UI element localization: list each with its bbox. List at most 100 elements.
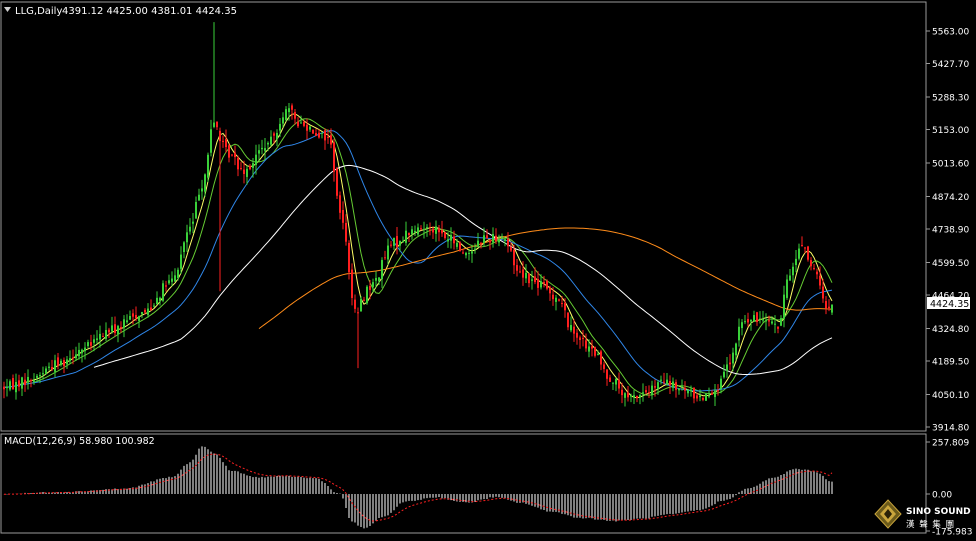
- candle-body: [90, 342, 92, 346]
- candle-body: [225, 138, 227, 148]
- candle-body: [210, 129, 212, 153]
- candle-body: [486, 235, 488, 239]
- candle-body: [786, 279, 788, 298]
- candle-body: [546, 280, 548, 289]
- candle-body: [234, 152, 236, 158]
- candle-body: [111, 325, 113, 332]
- candle-body: [324, 130, 326, 141]
- candle-body: [99, 333, 101, 340]
- price-tick-label: 4738.90: [932, 226, 969, 236]
- candle-body: [180, 254, 182, 269]
- candle-body: [741, 322, 743, 329]
- price-tick-label: 4599.50: [932, 259, 969, 269]
- candle-body: [585, 340, 587, 349]
- candle-body: [507, 238, 509, 247]
- candle-body: [303, 121, 305, 126]
- candle-body: [174, 275, 176, 282]
- candle-body: [783, 294, 785, 319]
- candle-body: [561, 303, 563, 305]
- candle-body: [375, 277, 377, 281]
- candle-body: [12, 378, 14, 390]
- candle-body: [78, 349, 80, 357]
- candle-body: [264, 148, 266, 151]
- candle-body: [774, 323, 776, 325]
- candle-body: [27, 376, 29, 383]
- candle-body: [777, 326, 779, 329]
- candle-body: [360, 298, 362, 312]
- candle-body: [597, 353, 599, 355]
- candle-body: [348, 242, 350, 273]
- dropdown-triangle-icon[interactable]: [4, 7, 11, 12]
- candle-body: [810, 260, 812, 267]
- candle-body: [693, 388, 695, 399]
- macd-signal-line: [4, 453, 833, 522]
- candle-body: [327, 136, 329, 138]
- candle-body: [414, 230, 416, 233]
- candle-body: [549, 287, 551, 294]
- candle-body: [681, 385, 683, 387]
- price-axis: 5563.00 5427.70 5288.30 5153.00 5013.60 4874.…: [926, 28, 969, 434]
- candle-body: [678, 388, 680, 391]
- symbol-label: LLG,Daily: [15, 6, 62, 17]
- candle-body: [456, 242, 458, 247]
- candle-body: [417, 227, 419, 235]
- candle-body: [534, 276, 536, 283]
- candle-body: [162, 283, 164, 301]
- candle-body: [297, 121, 299, 127]
- candle-body: [378, 277, 380, 282]
- candle-body: [525, 272, 527, 279]
- price-tick-label: 3914.80: [932, 424, 969, 434]
- candle-body: [156, 297, 158, 305]
- candle-body: [696, 395, 698, 399]
- candle-body: [606, 369, 608, 379]
- candle-body: [342, 209, 344, 223]
- candle-body: [132, 313, 134, 317]
- candle-body: [591, 346, 593, 349]
- candle-body: [261, 147, 263, 150]
- price-tick-label: 5427.70: [932, 60, 969, 70]
- candle-body: [672, 381, 674, 388]
- candle-body: [759, 318, 761, 320]
- candle-body: [612, 382, 614, 384]
- candle-body: [813, 268, 815, 270]
- candle-body: [81, 349, 83, 354]
- price-tick-label: 5013.60: [932, 160, 969, 170]
- price-tick-label: 5288.30: [932, 94, 969, 104]
- price-tick-label: 5563.00: [932, 28, 969, 38]
- candle-body: [291, 105, 293, 110]
- candle-body: [756, 312, 758, 323]
- candle-body: [309, 126, 311, 130]
- sinosound-logo: SINO SOUND 漢 聲 集 團: [874, 499, 971, 530]
- candle-body: [432, 228, 434, 233]
- candle-body: [48, 366, 50, 368]
- candle-body: [333, 142, 335, 172]
- candle-body: [729, 362, 731, 365]
- candle-body: [108, 329, 110, 333]
- candle-body: [3, 386, 5, 390]
- candle-body: [330, 135, 332, 145]
- candle-body: [381, 260, 383, 280]
- macd-tick-label: -175.983: [932, 528, 972, 538]
- candle-body: [735, 343, 737, 356]
- candle-body: [705, 393, 707, 401]
- candle-body: [555, 297, 557, 302]
- macd-histogram: [3, 446, 833, 529]
- candle-body: [36, 375, 38, 378]
- macd-label: MACD(12,26,9) 58.980 100.982: [4, 436, 155, 447]
- candle-body: [504, 239, 506, 241]
- ohlc-values: 4391.12 4425.00 4381.01 4424.35: [62, 6, 237, 17]
- candle-body: [648, 392, 650, 394]
- candle-body: [63, 360, 65, 367]
- candle-body: [462, 252, 464, 254]
- ma-long-line: [258, 227, 833, 330]
- candle-body: [621, 389, 623, 396]
- candle-body: [105, 330, 107, 339]
- candle-body: [315, 133, 317, 136]
- candle-body: [666, 379, 668, 385]
- price-tick-label: 4874.20: [932, 193, 969, 203]
- candle-body: [126, 320, 128, 323]
- candle-body: [615, 378, 617, 385]
- candle-body: [651, 385, 653, 395]
- candle-body: [30, 380, 32, 382]
- candle-body: [726, 364, 728, 371]
